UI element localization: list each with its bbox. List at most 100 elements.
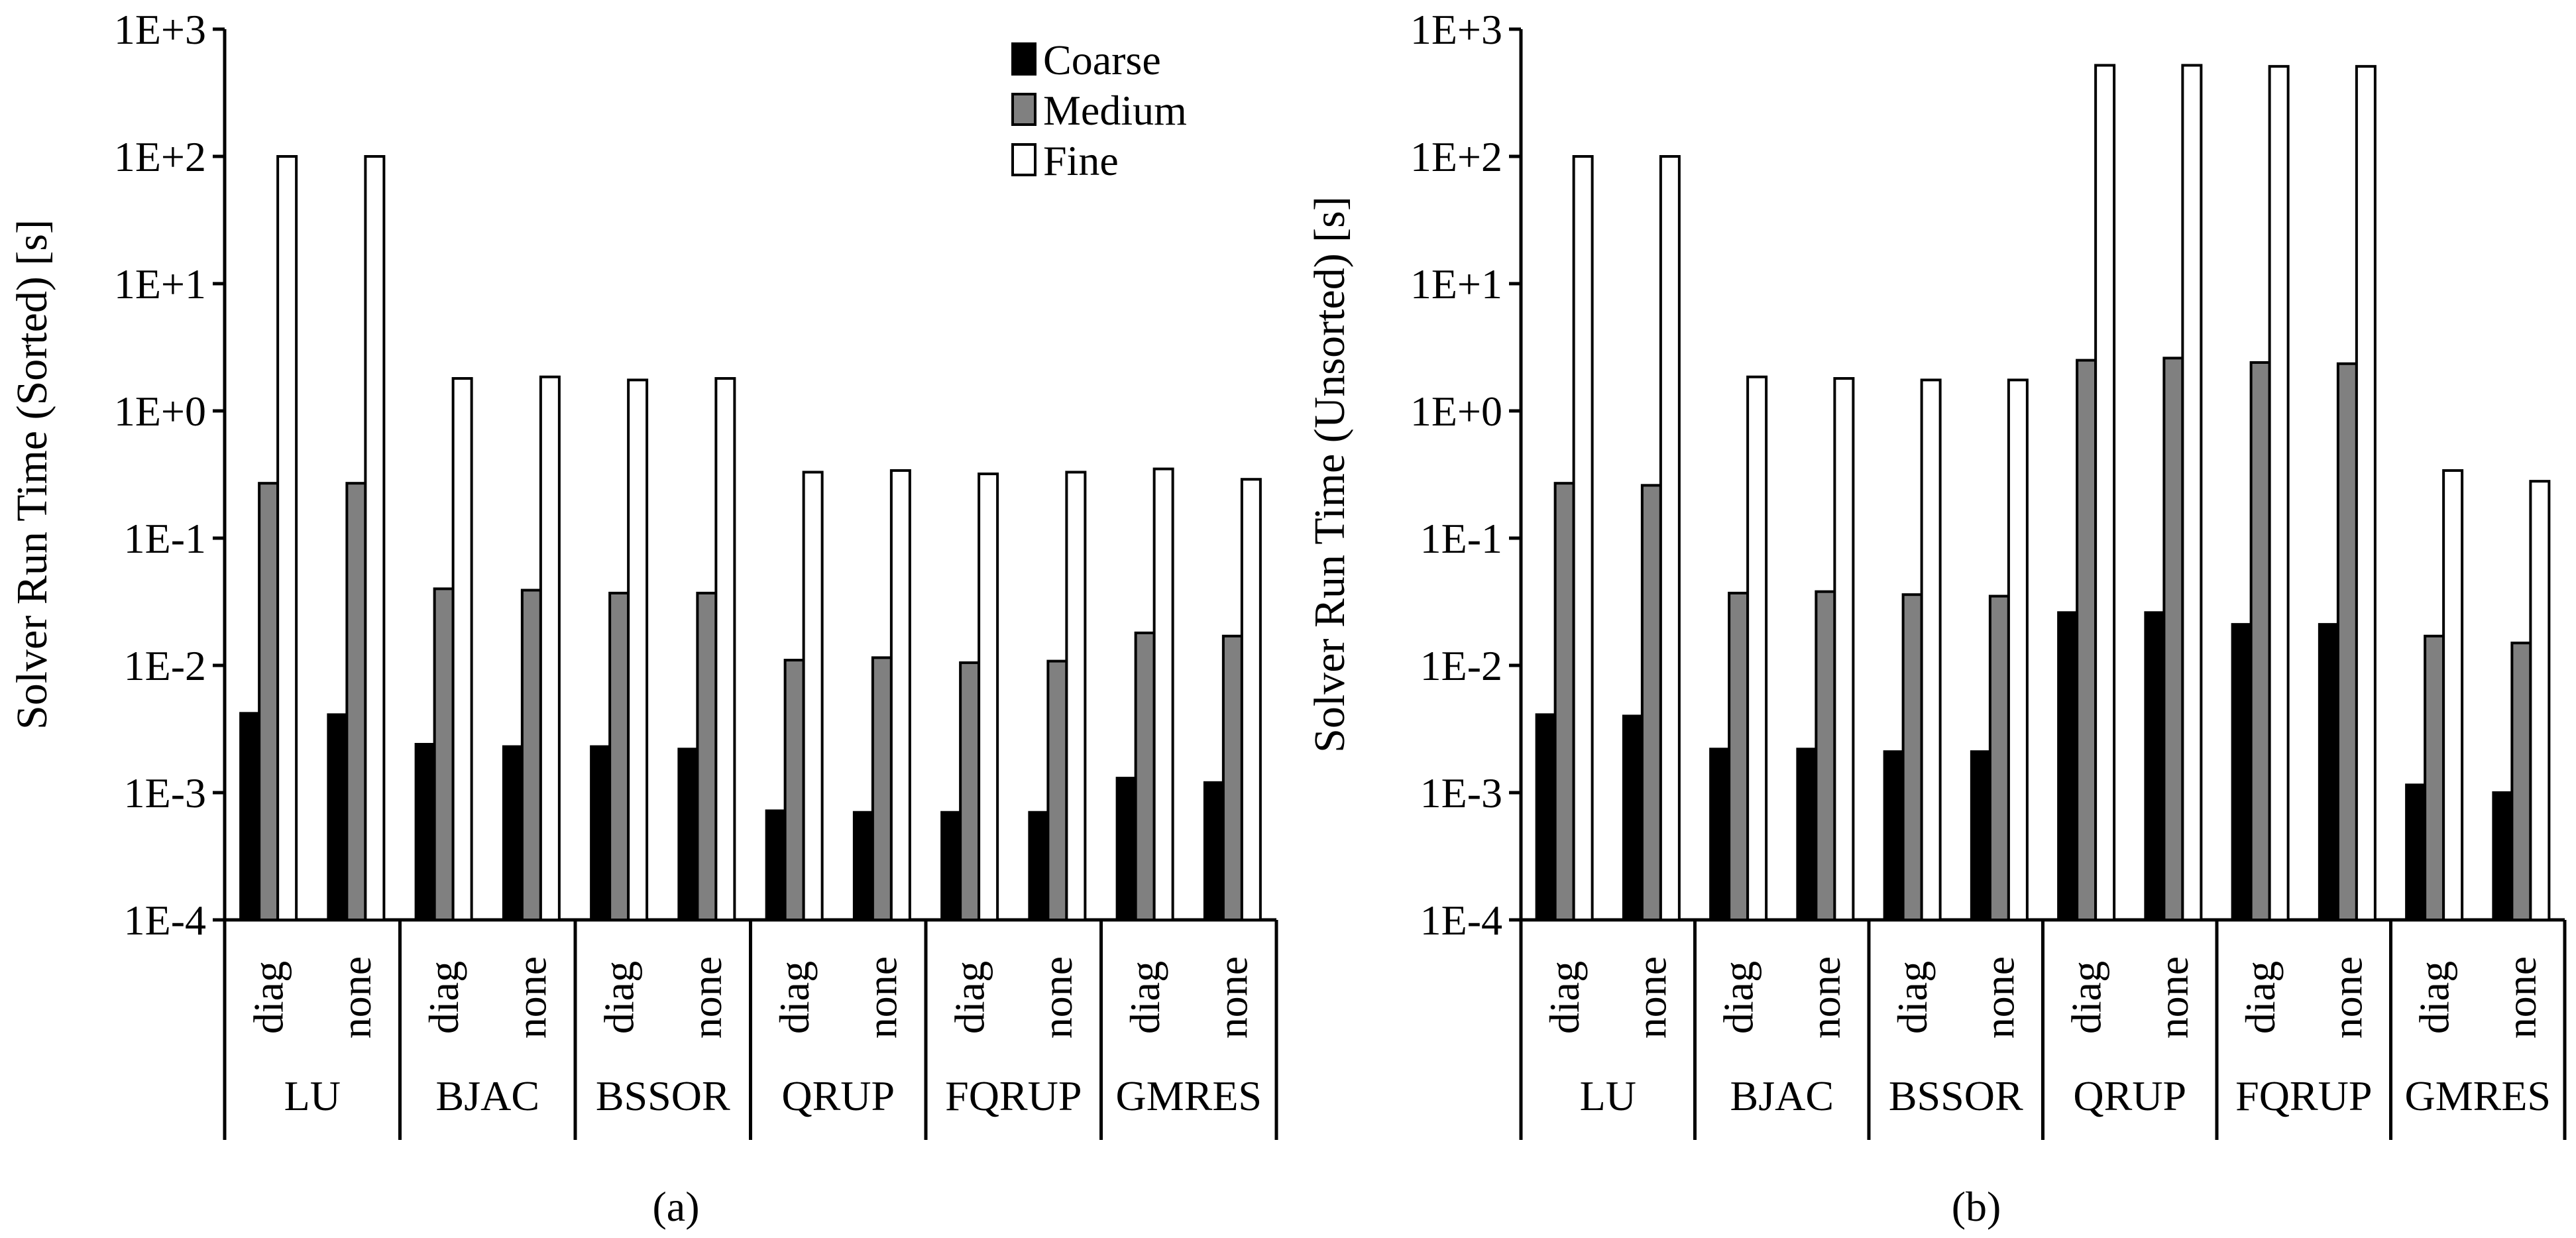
bar-medium [871,656,893,921]
subcategory-label: diag [771,961,818,1034]
y-tick-label: 1E-3 [1420,769,1502,816]
y-tick-label: 1E+2 [1410,133,1502,180]
group-label: BJAC [436,1072,540,1119]
bar-coarse [1535,713,1557,921]
bar-medium [1901,593,1923,922]
bar-coarse [2492,791,2514,921]
bar-medium [2424,634,2445,921]
bar-fine [714,376,736,921]
bar-medium [1988,594,2010,921]
bar-coarse [1796,748,1818,922]
subcategory-label: diag [1889,961,1936,1034]
bar-fine [2094,64,2116,922]
bar-medium [608,591,630,921]
bar-medium [2249,361,2271,921]
subcategory-label: diag [245,961,292,1034]
bar-medium [1640,484,1662,921]
bar-coarse [765,809,787,922]
bar-fine [2268,65,2290,922]
bar-fine [2181,64,2203,922]
y-tick-label: 1E+3 [114,6,206,53]
y-tick-label: 1E+1 [114,260,206,308]
bar-fine [2529,480,2551,921]
bar-fine [1240,478,1262,921]
bar-fine [1833,376,1855,921]
y-tick-label: 1E-1 [1420,515,1502,562]
bar-fine [889,469,911,921]
bar-medium [1728,591,1750,921]
bar-coarse [590,745,612,921]
y-tick-label: 1E+3 [1410,6,1502,53]
bar-coarse [1709,748,1731,922]
subcategory-label: diag [2063,961,2110,1034]
bar-fine [627,378,649,921]
group-label: LU [284,1072,341,1119]
bar-medium [1046,659,1068,921]
y-tick-label: 1E+2 [114,133,206,180]
bar-medium [2076,359,2098,921]
group-label: FQRUP [945,1072,1082,1119]
bar-coarse [1028,811,1050,922]
bar-coarse [1115,777,1137,922]
legend-swatch-medium [1011,93,1036,126]
subcategory-label: diag [420,961,467,1034]
group-label: BJAC [1730,1072,1834,1119]
subcategory-label: none [2498,956,2545,1039]
group-label: GMRES [2405,1072,2551,1119]
bar-coarse [1622,714,1644,922]
y-tick-label: 1E-1 [124,515,206,562]
bar-fine [1572,155,1594,921]
bar-medium [696,591,718,921]
subcategory-label: none [1976,956,2023,1039]
bar-coarse [327,713,349,921]
bar-medium [1134,631,1156,921]
bar-medium [2162,357,2184,921]
subcategory-label: none [2150,956,2197,1039]
bar-fine [364,155,386,921]
y-tick-label: 1E-4 [124,897,206,944]
bar-medium [2510,642,2532,921]
subcategory-label: diag [1541,961,1588,1034]
bar-medium [2336,362,2358,921]
bar-coarse [2318,623,2339,922]
group-label: QRUP [781,1072,895,1119]
panel-a: 1E-4 1E-3 1E-2 1E-1 1E+0 1E+1 1E+2 1E+3 Solver R… [8,6,1278,1230]
bar-fine [802,471,824,921]
subcategory-label: diag [946,961,993,1034]
panel-caption: (a) [652,1183,699,1230]
legend-label: Medium [1043,87,1187,134]
bar-fine [1065,471,1087,921]
subcategory-label: none [333,956,380,1039]
bar-coarse [2057,611,2079,922]
subcategory-label: none [1034,956,1081,1039]
bar-fine [1746,375,1768,921]
bar-coarse [239,712,261,922]
bar-medium [783,659,805,921]
subcategory-label: diag [596,961,643,1034]
y-tick-label: 1E+0 [114,388,206,435]
y-axis-label: Solver Run Time (Sorted) [s] [8,219,56,730]
bar-coarse [414,742,436,921]
bar-coarse [2231,623,2253,922]
y-tick-label: 1E-3 [124,769,206,816]
subcategory-label: none [2324,956,2371,1039]
bar-fine [1659,155,1681,921]
group-label: FQRUP [2235,1072,2372,1119]
bar-fine [1152,467,1174,921]
bar-fine [2442,469,2464,921]
bar-coarse [1970,750,1991,922]
bar-coarse [2405,783,2427,922]
panel-b: 1E-4 1E-3 1E-2 1E-1 1E+0 1E+1 1E+2 1E+3 Solver R… [1306,6,2567,1230]
bar-fine [276,155,298,921]
subcategory-label: diag [2411,961,2458,1034]
subcategory-label: none [1209,956,1256,1039]
y-tick-label: 1E-2 [124,642,206,689]
bar-medium [258,482,280,921]
bar-medium [433,587,455,921]
subcategory-label: diag [1121,961,1168,1034]
bar-coarse [1203,781,1225,922]
group-label: BSSOR [1889,1072,2023,1119]
bar-coarse [1883,750,1905,922]
